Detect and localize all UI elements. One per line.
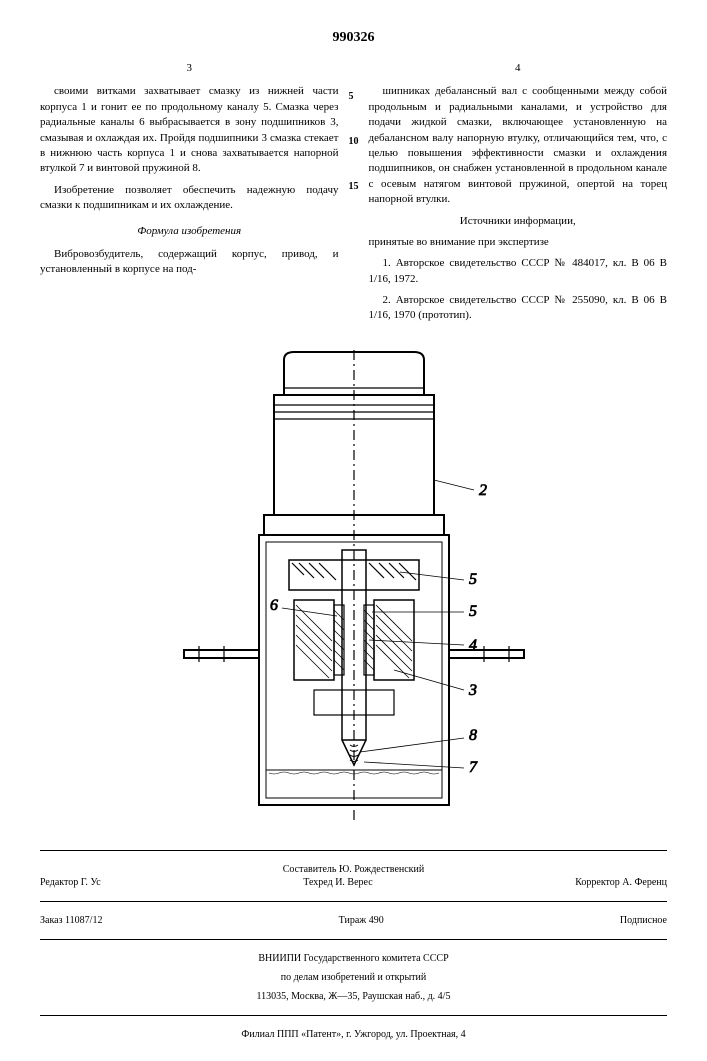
divider bbox=[40, 850, 667, 851]
callout-label: 5 bbox=[469, 571, 477, 588]
line-marker: 10 bbox=[349, 136, 359, 147]
corrector-credit: Корректор А. Ференц bbox=[575, 876, 667, 889]
paragraph: своими витками захватывает смазку из ниж… bbox=[40, 84, 339, 176]
credits-block: Составитель Ю. Рождественский Редактор Г… bbox=[40, 863, 667, 1041]
credits-row: Заказ 11087/12 Тираж 490 Подписное bbox=[40, 914, 667, 927]
technical-drawing: 2 5 6 5 4 3 8 7 bbox=[164, 350, 544, 830]
left-column: 3 своими витками захватывает смазку из н… bbox=[40, 61, 339, 330]
divider bbox=[40, 901, 667, 902]
text-columns-wrapper: 5 10 15 3 своими витками захватывает сма… bbox=[40, 61, 667, 330]
claims-title: Формула изобретения bbox=[40, 224, 339, 239]
line-marker: 15 bbox=[349, 181, 359, 192]
callout-label: 3 bbox=[468, 682, 477, 699]
credits-row: Редактор Г. Ус Техред И. Верес Корректор… bbox=[40, 876, 667, 889]
address-line: Филиал ППП «Патент», г. Ужгород, ул. Про… bbox=[40, 1028, 667, 1041]
paragraph: Вибровозбудитель, содержащий корпус, при… bbox=[40, 247, 339, 278]
divider bbox=[40, 1015, 667, 1016]
compiler-credit: Составитель Ю. Рождественский bbox=[40, 863, 667, 876]
callout-label: 4 bbox=[469, 637, 477, 654]
signature: Подписное bbox=[620, 914, 667, 927]
callout-label: 7 bbox=[469, 759, 478, 776]
order-number: Заказ 11087/12 bbox=[40, 914, 102, 927]
editor-credit: Редактор Г. Ус bbox=[40, 876, 101, 889]
callout-label: 8 bbox=[469, 727, 477, 744]
callout-label: 2 bbox=[479, 482, 487, 499]
callout-label: 6 bbox=[270, 597, 278, 614]
paragraph: шипниках дебалансный вал с сообщенными м… bbox=[369, 84, 668, 207]
source-item: 2. Авторское свидетельство СССР № 255090… bbox=[369, 293, 668, 324]
address-line: 113035, Москва, Ж—35, Раушская наб., д. … bbox=[40, 990, 667, 1003]
sources-subtitle: принятые во внимание при экспертизе bbox=[369, 235, 668, 250]
source-item: 1. Авторское свидетельство СССР № 484017… bbox=[369, 256, 668, 287]
column-page-number: 4 bbox=[369, 61, 668, 76]
org-line: ВНИИПИ Государственного комитета СССР bbox=[40, 952, 667, 965]
paragraph: Изобретение позволяет обеспечить надежну… bbox=[40, 183, 339, 214]
callout-label: 5 bbox=[469, 603, 477, 620]
org-line: по делам изобретений и открытий bbox=[40, 971, 667, 984]
line-number-markers: 5 10 15 bbox=[349, 61, 359, 192]
right-column: 4 шипниках дебалансный вал с сообщенными… bbox=[369, 61, 668, 330]
sources-title: Источники информации, bbox=[369, 214, 668, 229]
page: 990326 5 10 15 3 своими витками захватыв… bbox=[0, 0, 707, 1061]
line-marker: 5 bbox=[349, 91, 359, 102]
tech-credit: Техред И. Верес bbox=[303, 876, 372, 889]
document-number: 990326 bbox=[40, 30, 667, 46]
tirage: Тираж 490 bbox=[339, 914, 384, 927]
column-page-number: 3 bbox=[40, 61, 339, 76]
divider bbox=[40, 939, 667, 940]
